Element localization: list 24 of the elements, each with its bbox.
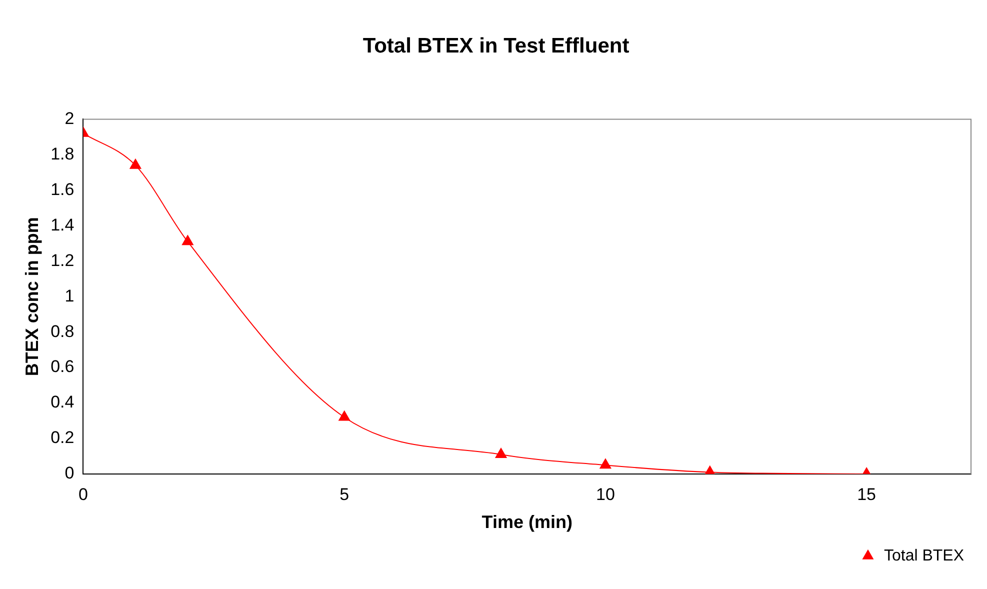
chart-title: Total BTEX in Test Effluent	[362, 34, 630, 58]
x-tick-label: 0	[78, 484, 88, 504]
point	[600, 458, 612, 469]
y-tick-label: 0.4	[50, 392, 74, 412]
y-tick-label: 1.4	[50, 215, 74, 234]
x-tick-label: 10	[596, 484, 615, 504]
x-tick-label: 15	[857, 484, 876, 504]
y-tick-label: 0.8	[50, 322, 74, 341]
legend-label: Total BTEX	[884, 547, 964, 564]
y-tick-label: 1.2	[50, 250, 74, 270]
point	[338, 410, 350, 421]
y-tick-label: 1.8	[50, 144, 74, 164]
x-tick-label: 5	[340, 484, 350, 504]
point	[130, 158, 142, 169]
y-tick-label: 1.6	[50, 180, 74, 199]
point	[182, 235, 194, 246]
y-axis-title: BTEX conc in ppm	[22, 217, 42, 376]
x-axis-title: Time (min)	[482, 512, 572, 532]
y-tick-label: 2	[64, 108, 74, 128]
y-tick-label: 0	[64, 464, 74, 483]
y-tick-label: 0.2	[50, 428, 74, 448]
y-tick-label: 0.6	[50, 357, 74, 376]
point	[495, 448, 507, 458]
y-tick-label: 1	[64, 286, 74, 306]
